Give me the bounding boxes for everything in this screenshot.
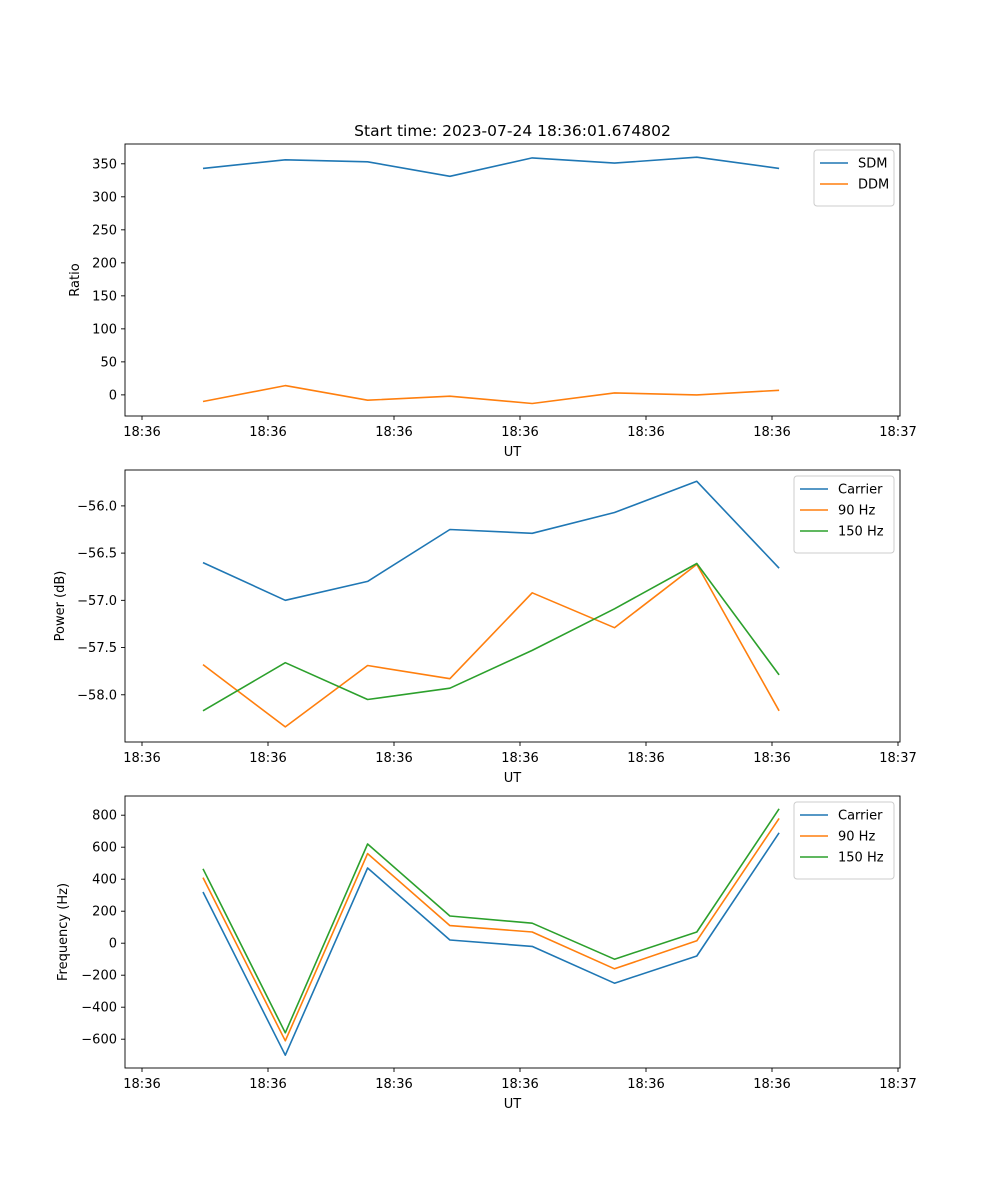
y-tick-label: 100	[92, 322, 117, 337]
legend-label: 90 Hz	[838, 830, 875, 845]
legend-label: SDM	[858, 157, 887, 172]
y-axis-label: Power (dB)	[53, 571, 68, 642]
x-tick-label: 18:37	[879, 1077, 916, 1092]
legend-box	[813, 149, 895, 207]
legend-label: DDM	[858, 178, 889, 193]
x-tick-label: 18:36	[753, 751, 790, 766]
x-tick-label: 18:36	[375, 1077, 412, 1092]
x-tick-label: 18:36	[123, 425, 160, 440]
y-tick-label: 200	[92, 905, 117, 920]
series-line-carrier	[202, 832, 780, 1056]
legend-box	[793, 801, 895, 880]
series-line-sdm	[202, 156, 780, 178]
legend-label: 150 Hz	[838, 525, 884, 540]
y-tick-label: −600	[81, 1033, 117, 1048]
y-tick-label: −57.5	[77, 641, 117, 656]
series-line-90-hz	[202, 563, 780, 728]
x-tick-label: 18:36	[753, 425, 790, 440]
chart-title: Start time: 2023-07-24 18:36:01.674802	[354, 122, 671, 140]
ratio-panel: Start time: 2023-07-24 18:36:01.674802 U…	[68, 122, 917, 460]
y-axis-label: Frequency (Hz)	[56, 883, 71, 981]
y-tick-label: 400	[92, 873, 117, 888]
x-tick-label: 18:36	[375, 751, 412, 766]
x-tick-label: 18:36	[375, 425, 412, 440]
series-line-150-hz	[202, 562, 780, 712]
x-tick-label: 18:36	[501, 425, 538, 440]
series-line-150-hz	[202, 808, 780, 1034]
y-tick-label: −58.0	[77, 688, 117, 703]
series-line-90-hz	[202, 817, 780, 1042]
y-tick-label: −400	[81, 1001, 117, 1016]
y-tick-label: 0	[109, 388, 117, 403]
y-tick-label: 200	[92, 256, 117, 271]
plot-area	[124, 143, 901, 417]
x-tick-label: 18:36	[123, 1077, 160, 1092]
y-tick-label: 150	[92, 289, 117, 304]
y-tick-label: 250	[92, 223, 117, 238]
x-tick-label: 18:36	[753, 1077, 790, 1092]
frequency-panel: UT Frequency (Hz) 18:36 18:36 18:36 18:36 18…	[56, 795, 917, 1112]
x-tick-label: 18:37	[879, 751, 916, 766]
x-tick-label: 18:36	[123, 751, 160, 766]
x-tick-label: 18:36	[501, 751, 538, 766]
y-tick-label: −56.0	[77, 499, 117, 514]
y-tick-label: 300	[92, 190, 117, 205]
x-tick-label: 18:37	[879, 425, 916, 440]
y-axis-label: Ratio	[68, 263, 83, 296]
plot-area	[124, 795, 901, 1069]
x-axis-label: UT	[504, 771, 522, 786]
x-tick-label: 18:36	[627, 425, 664, 440]
legend-label: 90 Hz	[838, 504, 875, 519]
legend-label: 150 Hz	[838, 851, 884, 866]
y-tick-label: 50	[100, 355, 117, 370]
legend-box	[793, 475, 895, 554]
y-tick-label: 600	[92, 841, 117, 856]
legend-label: Carrier	[838, 809, 883, 824]
x-tick-label: 18:36	[627, 1077, 664, 1092]
x-tick-label: 18:36	[627, 751, 664, 766]
y-tick-label: 0	[109, 937, 117, 952]
y-tick-label: −57.0	[77, 594, 117, 609]
power-panel: UT Power (dB) 18:36 18:36 18:36 18:36 18:36 1…	[53, 469, 917, 786]
x-axis-label: UT	[504, 1097, 522, 1112]
plot-area	[124, 469, 901, 743]
y-tick-label: 800	[92, 809, 117, 824]
y-tick-label: −200	[81, 969, 117, 984]
legend-label: Carrier	[838, 483, 883, 498]
x-tick-label: 18:36	[501, 1077, 538, 1092]
x-tick-label: 18:36	[249, 425, 286, 440]
y-tick-label: −56.5	[77, 547, 117, 562]
x-tick-label: 18:36	[249, 1077, 286, 1092]
x-axis-label: UT	[504, 445, 522, 460]
y-tick-label: 350	[92, 157, 117, 172]
x-tick-label: 18:36	[249, 751, 286, 766]
series-line-carrier	[202, 480, 780, 602]
series-line-ddm	[202, 384, 780, 405]
